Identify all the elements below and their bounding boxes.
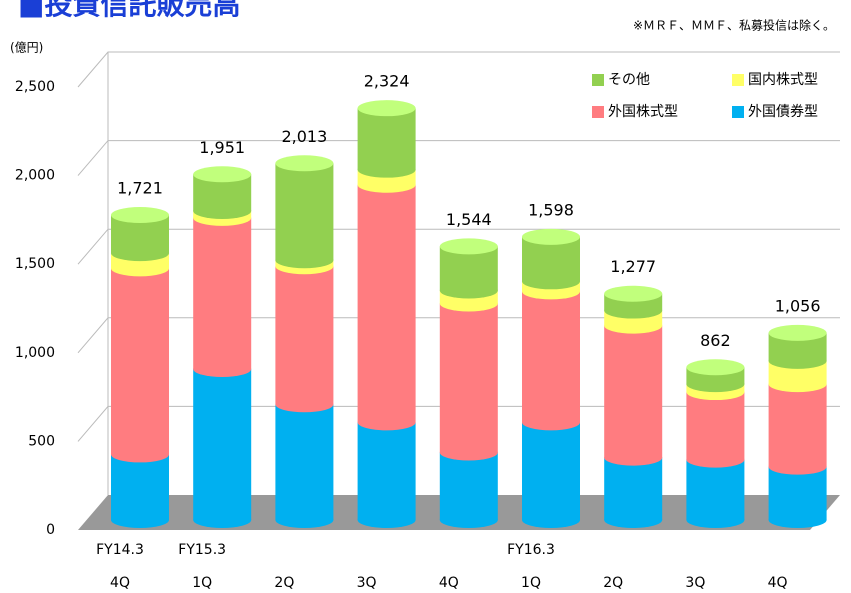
bar-segment (604, 325, 663, 458)
legend-label: 外国株式型 (608, 104, 678, 120)
segment-top (193, 166, 252, 183)
legend-swatch (732, 106, 744, 118)
bar-segment (357, 422, 416, 520)
y-tick-label: 2,500 (15, 79, 55, 95)
segment-top (439, 238, 498, 255)
y-tick-label: 1,500 (15, 256, 55, 272)
total-label: 862 (700, 331, 731, 350)
bar-segment (439, 303, 498, 453)
total-label: 1,721 (117, 179, 163, 198)
bar-segment (275, 163, 334, 261)
x-tick-label: 2Q (603, 575, 623, 591)
segment-top (522, 228, 580, 245)
segment-top (768, 324, 827, 341)
legend-swatch (592, 74, 604, 86)
bar-segment (768, 384, 827, 467)
bar-segment (275, 266, 334, 405)
x-group-label: FY15.3 (178, 542, 226, 558)
segment-top (275, 155, 334, 172)
legend-label: 国内株式型 (748, 72, 818, 88)
total-label: 1,951 (199, 138, 245, 157)
segment-top (111, 207, 169, 224)
bar-segment (686, 392, 745, 460)
bar-segment (193, 369, 252, 520)
x-group-label: FY14.3 (96, 542, 144, 558)
total-label: 2,013 (281, 127, 327, 146)
note: ※ＭＲＦ、ＭＭＦ、私募投信は除く。 (633, 18, 835, 33)
bar-segment (768, 466, 827, 520)
x-tick-label: 3Q (685, 575, 705, 591)
x-tick-label: 4Q (768, 575, 788, 591)
y-tick-label: 2,000 (15, 168, 55, 184)
segment-top (604, 285, 663, 302)
legend-label: その他 (608, 72, 650, 88)
bar-segment (604, 457, 663, 520)
bar-segment (357, 184, 416, 423)
grid-line (77, 140, 840, 176)
bar-segment (522, 422, 580, 520)
grid-line (77, 51, 840, 88)
bar-segment (439, 452, 498, 520)
legend-label: 外国債券型 (748, 104, 818, 120)
bar-segment (111, 454, 169, 520)
bar-segment (111, 268, 169, 455)
total-label: 1,544 (446, 210, 492, 229)
total-label: 1,598 (528, 200, 574, 219)
x-tick-label: 2Q (274, 575, 294, 591)
x-tick-label: 1Q (192, 575, 212, 591)
segment-top (686, 359, 745, 376)
bar-segment (686, 459, 745, 520)
segment-top (357, 100, 416, 117)
total-label: 2,324 (364, 72, 410, 91)
total-label: 1,056 (775, 296, 821, 315)
x-group-label: FY16.3 (507, 542, 555, 558)
chart-title: ■投資信託販売高 (18, 0, 240, 21)
y-tick-label: 500 (28, 433, 55, 449)
total-label: 1,277 (610, 257, 656, 276)
x-tick-label: 3Q (357, 575, 377, 591)
y-tick-label: 1,000 (15, 345, 55, 361)
legend-swatch (732, 74, 744, 86)
unit-label: (億円) (10, 41, 43, 55)
bar-segment (275, 404, 334, 520)
x-tick-label: 4Q (439, 575, 459, 591)
legend-swatch (592, 106, 604, 118)
y-tick-label: 0 (46, 522, 55, 538)
bar-segment (522, 291, 580, 423)
bar-segment (193, 217, 252, 370)
x-tick-label: 4Q (110, 575, 130, 591)
x-tick-label: 1Q (521, 575, 541, 591)
bar-segment (357, 108, 416, 170)
